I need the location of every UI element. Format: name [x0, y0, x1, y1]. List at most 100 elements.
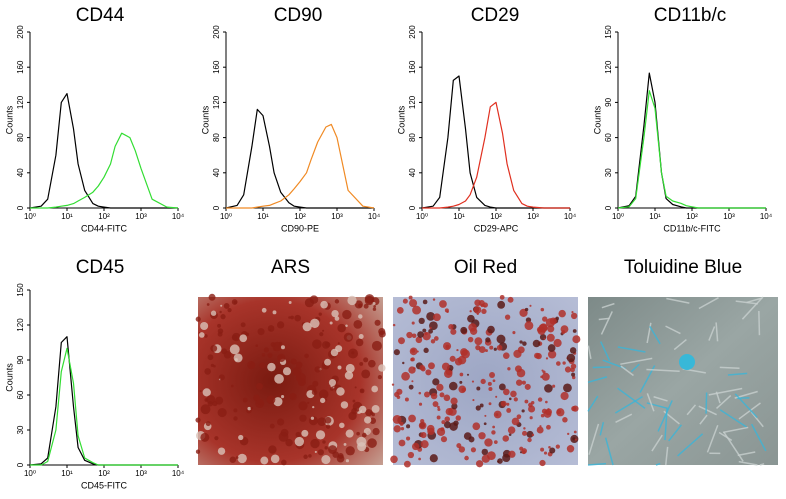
- texture: [513, 397, 518, 402]
- texture: [570, 367, 575, 373]
- texture: [287, 360, 291, 364]
- texture: [324, 446, 328, 450]
- texture: [759, 463, 765, 466]
- texture: [310, 318, 320, 329]
- x-tick-label: 10⁴: [172, 212, 185, 221]
- texture: [451, 403, 458, 410]
- texture: [470, 447, 477, 453]
- texture: [337, 323, 346, 333]
- y-tick-label: 200: [408, 25, 417, 39]
- x-tick-label: 10³: [331, 212, 343, 221]
- texture: [722, 426, 749, 434]
- texture: [502, 453, 511, 463]
- texture: [539, 425, 542, 428]
- x-tick-label: 10⁰: [220, 212, 232, 221]
- texture: [352, 399, 356, 403]
- y-tick-label: 120: [408, 95, 417, 109]
- texture: [571, 375, 576, 380]
- texture: [369, 411, 374, 415]
- texture: [615, 413, 633, 424]
- texture: [294, 436, 304, 447]
- texture: [406, 424, 411, 429]
- y-tick-label: 30: [604, 168, 613, 177]
- texture: [239, 334, 248, 343]
- texture: [410, 357, 415, 362]
- image-bg: [198, 297, 383, 465]
- texture: [217, 323, 222, 328]
- texture: [450, 328, 457, 335]
- texture: [543, 451, 548, 455]
- texture: [546, 333, 555, 342]
- texture: [488, 386, 493, 392]
- texture: [402, 298, 408, 304]
- texture: [428, 328, 433, 334]
- texture: [392, 323, 396, 327]
- texture: [233, 408, 238, 413]
- texture: [458, 446, 466, 453]
- texture: [347, 295, 357, 306]
- texture: [481, 308, 487, 315]
- texture: [332, 451, 339, 458]
- texture: [407, 451, 415, 459]
- texture: [423, 347, 429, 353]
- x-tick-label: 10³: [527, 212, 539, 221]
- texture: [476, 386, 481, 391]
- texture: [240, 322, 246, 328]
- texture: [516, 414, 522, 419]
- texture: [587, 395, 599, 412]
- texture: [217, 407, 227, 418]
- y-tick-label: 150: [604, 25, 613, 39]
- texture: [517, 346, 525, 354]
- oil-red-image: [390, 294, 581, 468]
- texture: [301, 429, 309, 437]
- image-title: Oil Red: [454, 257, 517, 278]
- texture: [439, 392, 445, 398]
- texture: [469, 310, 472, 313]
- texture: [598, 317, 610, 321]
- texture: [217, 331, 223, 337]
- texture: [476, 460, 484, 468]
- texture: [404, 397, 409, 402]
- texture: [371, 404, 380, 413]
- texture: [600, 311, 613, 335]
- texture: [295, 431, 301, 438]
- y-axis-label: Counts: [592, 105, 602, 134]
- texture: [273, 348, 276, 351]
- texture: [746, 297, 763, 304]
- texture: [281, 459, 287, 466]
- texture: [233, 300, 237, 305]
- texture: [321, 455, 331, 465]
- x-tick-label: 10⁴: [368, 212, 381, 221]
- texture: [547, 350, 557, 359]
- texture: [564, 366, 572, 373]
- texture: [502, 352, 510, 359]
- texture: [411, 380, 414, 383]
- toluidine-image: [587, 296, 778, 466]
- texture: [706, 424, 719, 453]
- texture: [195, 449, 201, 454]
- texture: [719, 409, 748, 428]
- texture: [534, 352, 540, 359]
- texture: [207, 354, 214, 361]
- texture: [561, 330, 566, 335]
- texture: [426, 424, 435, 433]
- texture: [758, 310, 761, 336]
- image-bg: [588, 297, 778, 465]
- texture: [337, 365, 342, 370]
- texture: [259, 362, 266, 369]
- texture: [521, 409, 525, 413]
- texture: [359, 361, 364, 366]
- texture: [369, 417, 377, 424]
- texture: [437, 405, 440, 409]
- texture: [503, 388, 510, 396]
- texture: [348, 411, 357, 421]
- x-axis-label: CD29-APC: [474, 223, 519, 233]
- texture: [329, 321, 333, 325]
- texture: [334, 316, 340, 321]
- y-tick-label: 120: [16, 95, 25, 109]
- texture: [358, 314, 363, 319]
- texture: [329, 386, 334, 391]
- texture: [318, 312, 322, 316]
- texture: [524, 321, 534, 330]
- texture: [276, 321, 285, 329]
